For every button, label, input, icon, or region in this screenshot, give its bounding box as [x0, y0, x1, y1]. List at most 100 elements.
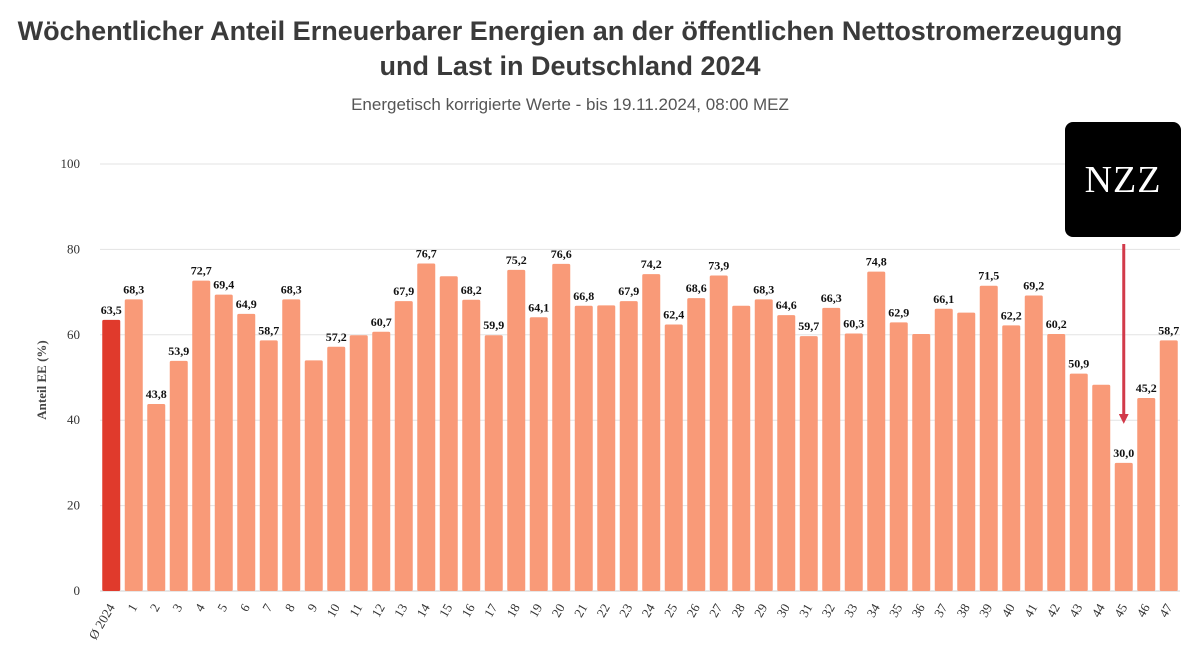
value-label: 59,9: [483, 318, 504, 332]
bar-week-20: [552, 263, 571, 591]
x-tick-label: 3: [169, 601, 185, 614]
value-label: 60,3: [843, 317, 864, 331]
gridlines: 0 20 40 60 80 100: [61, 156, 1180, 598]
bar-week-28: [732, 305, 751, 591]
x-tick-label: 45: [1111, 601, 1130, 620]
x-tick-labels: Ø 2024 1 2 3 4 5 6 7 8 9 10 11 12 13 14 15 16 17 18 19 20 21 2…: [86, 601, 1176, 642]
value-label: 76,6: [551, 247, 572, 261]
bar-week-5: [214, 294, 233, 591]
value-label: 59,7: [798, 319, 819, 333]
bar-week-41: [1024, 295, 1043, 591]
bar-week-22: [597, 305, 616, 591]
value-label: 62,2: [1001, 308, 1022, 322]
value-label: 60,7: [371, 315, 392, 329]
value-label: 67,9: [618, 284, 639, 298]
bar-week-39: [979, 285, 998, 591]
y-tick-label: 100: [61, 156, 81, 171]
x-tick-label: 37: [931, 601, 951, 620]
bar-week-1: [124, 299, 143, 591]
bar-week-4: [192, 280, 211, 591]
chart-title: Wöchentlicher Anteil Erneuerbarer Energi…: [0, 14, 1140, 84]
bar-week-42: [1047, 333, 1066, 591]
bar-week-12: [372, 331, 391, 591]
value-label: 63,5: [101, 303, 122, 317]
chart-subtitle: Energetisch korrigierte Werte - bis 19.1…: [351, 95, 789, 114]
value-label: 30,0: [1113, 446, 1134, 460]
y-tick-label: 80: [67, 241, 80, 256]
bar-week-19: [529, 317, 548, 591]
bar-week-40: [1002, 325, 1021, 591]
nzz-logo: NZZ: [1065, 122, 1181, 237]
value-label: 53,9: [168, 344, 189, 358]
x-tick-label: 26: [683, 601, 703, 620]
x-tick-label: 25: [661, 601, 680, 620]
bar-week-14: [417, 263, 436, 591]
x-tick-label: 1: [124, 601, 140, 614]
value-label: 57,2: [326, 330, 347, 344]
bar-week-35: [889, 322, 908, 591]
bar-week-37: [934, 308, 953, 591]
x-tick-label: 44: [1088, 601, 1108, 620]
x-tick-label: 11: [346, 601, 365, 619]
x-tick-label: 24: [638, 601, 658, 620]
x-tick-label: 19: [526, 601, 545, 620]
bar-week-2: [147, 403, 166, 591]
bar-week-6: [237, 313, 256, 591]
bar-week-15: [439, 276, 458, 591]
x-tick-label: 31: [796, 601, 815, 620]
x-tick-label: 23: [616, 601, 635, 620]
y-axis-title: Anteil EE (%): [34, 340, 49, 419]
bar-week-11: [349, 335, 368, 591]
bar-week-3: [169, 360, 188, 591]
x-tick-label: 35: [886, 601, 905, 620]
bar-week-45: [1114, 462, 1133, 591]
x-tick-label: 47: [1156, 601, 1176, 620]
value-label: 62,9: [888, 305, 909, 319]
value-label: 62,4: [663, 308, 684, 322]
bar-week-23: [619, 301, 638, 591]
bar-week-10: [327, 346, 346, 591]
x-tick-label: 9: [304, 601, 320, 614]
value-label: 68,6: [686, 281, 707, 295]
value-labels: 63,568,343,853,972,769,464,958,768,357,2…: [101, 246, 1180, 459]
value-label: 74,8: [866, 255, 887, 269]
value-label: 68,2: [461, 283, 482, 297]
value-label: 76,7: [416, 246, 437, 260]
x-tick-label: 2: [147, 601, 163, 614]
x-tick-label: 33: [841, 601, 860, 620]
x-tick-label: 29: [751, 601, 770, 620]
nzz-logo-text: NZZ: [1084, 158, 1162, 201]
value-label: 64,1: [528, 300, 549, 314]
bar-week-46: [1137, 397, 1156, 591]
chart-title-line-1: Wöchentlicher Anteil Erneuerbarer Energi…: [17, 16, 1123, 46]
bar-week-25: [664, 324, 683, 591]
bar-week-30: [777, 315, 796, 591]
bar-week-32: [822, 307, 841, 591]
bar-week-18: [507, 269, 526, 591]
x-tick-label: 32: [818, 601, 837, 620]
x-tick-label: 30: [773, 601, 792, 620]
x-tick-label: 8: [282, 601, 298, 614]
x-tick-label: 46: [1133, 601, 1153, 620]
value-label: 64,9: [236, 297, 257, 311]
bar-week-7: [259, 340, 278, 591]
value-label: 72,7: [191, 264, 212, 278]
x-tick-label: 13: [391, 601, 410, 620]
bar-week-17: [484, 335, 503, 591]
value-label: 60,2: [1046, 317, 1067, 331]
x-tick-label: 22: [593, 601, 612, 620]
value-label: 58,7: [258, 323, 279, 337]
x-tick-label: 14: [413, 601, 433, 620]
value-label: 43,8: [146, 387, 167, 401]
x-tick-label: 28: [728, 601, 747, 620]
x-tick-label: 38: [953, 601, 972, 620]
value-label: 66,1: [933, 292, 954, 306]
chart-title-line-2: und Last in Deutschland 2024: [379, 51, 761, 81]
bar-week-29: [754, 299, 773, 591]
bar-week-33: [844, 333, 863, 591]
x-tick-label: 42: [1043, 601, 1062, 620]
bar-week-26: [687, 298, 706, 591]
x-tick-label: 15: [436, 601, 455, 620]
x-tick-label: 6: [237, 601, 253, 615]
value-label: 73,9: [708, 258, 729, 272]
